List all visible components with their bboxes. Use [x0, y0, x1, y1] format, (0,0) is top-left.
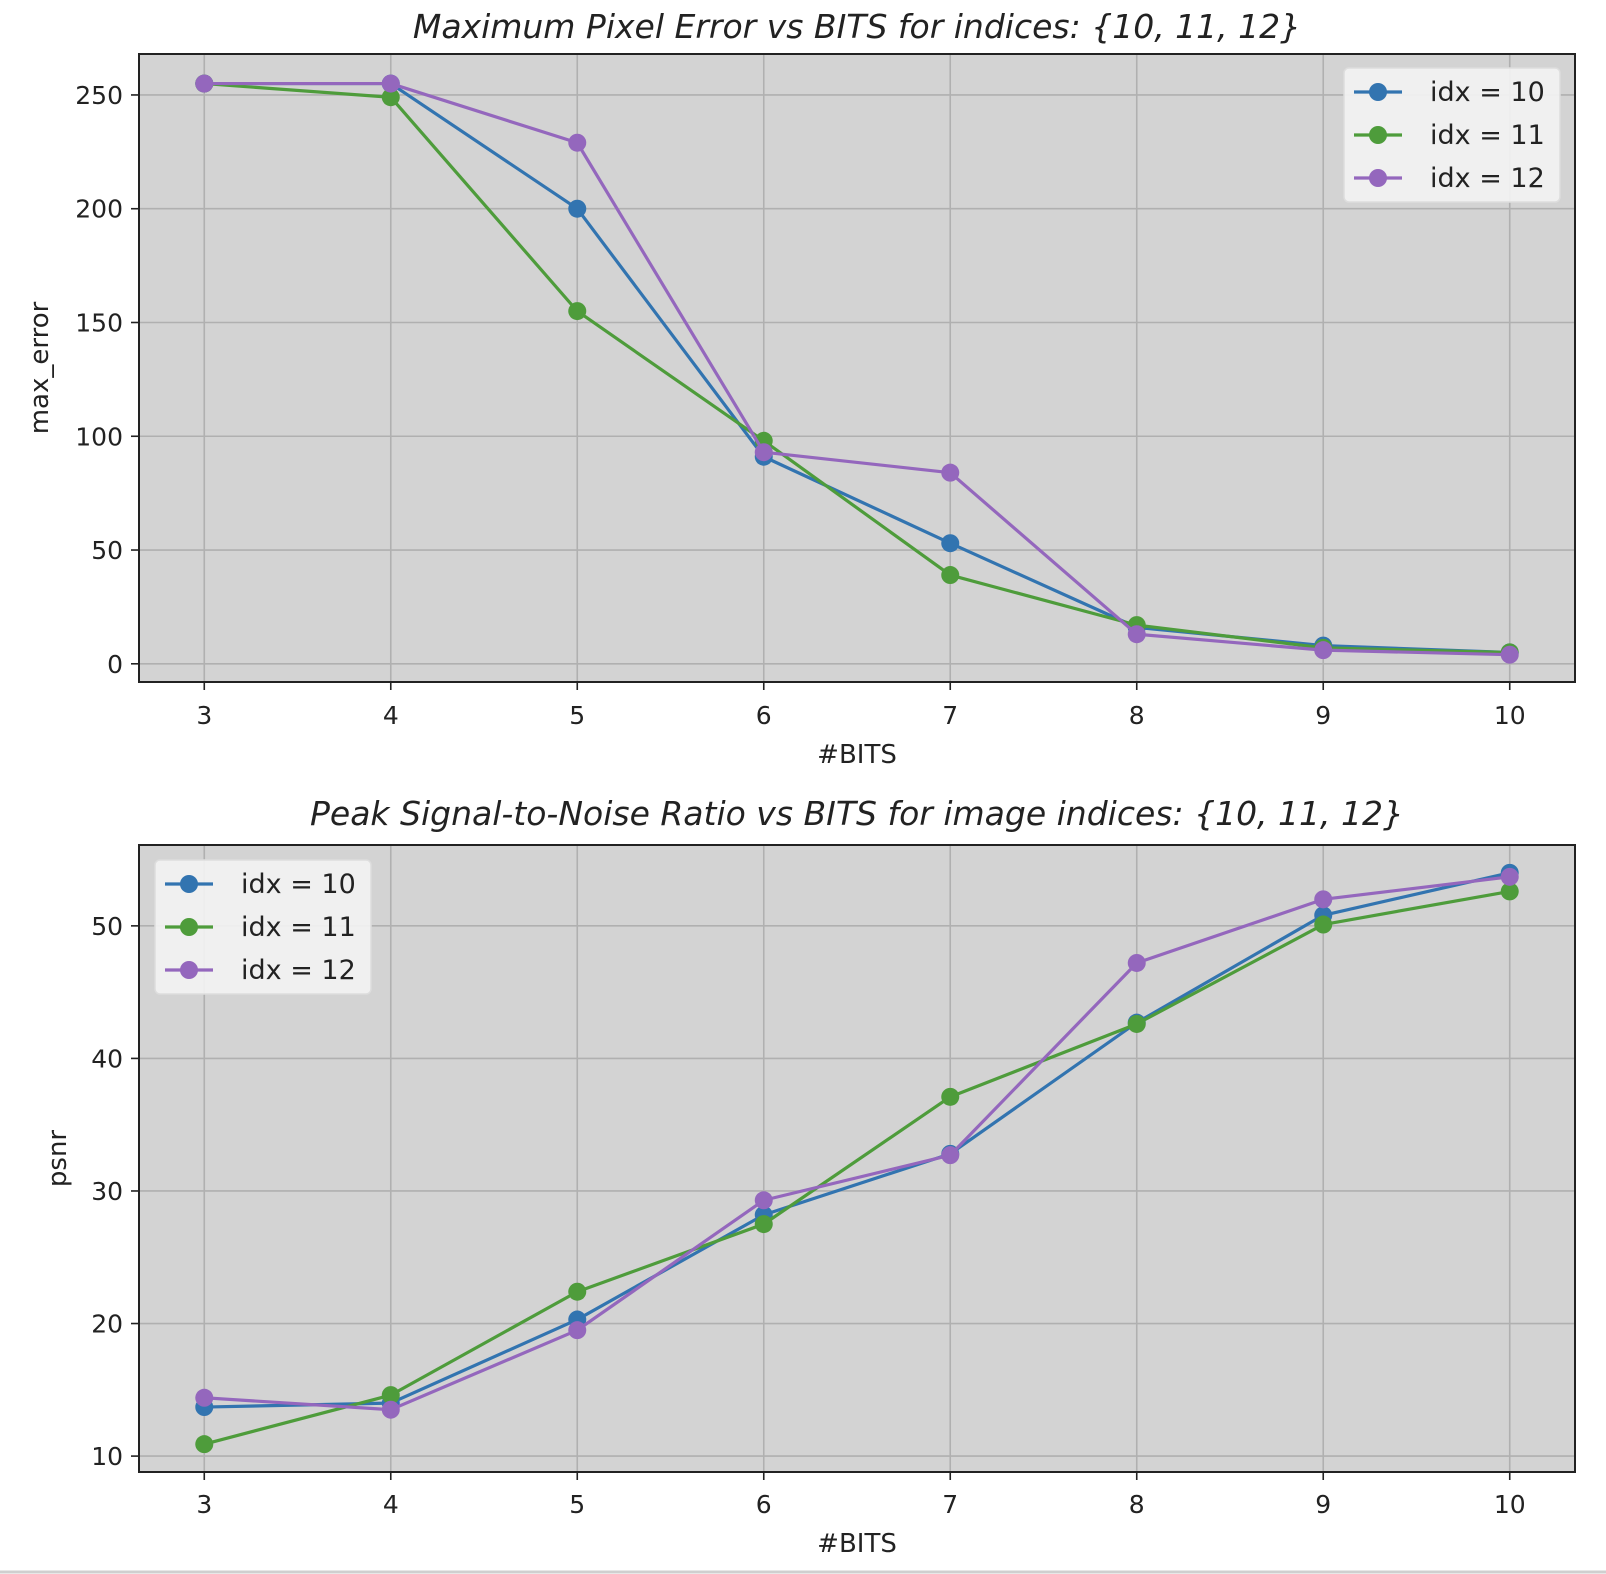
- data-point: [195, 1435, 214, 1454]
- plot-area: [139, 54, 1575, 682]
- series-line-2: [204, 875, 1510, 1412]
- data-point: [381, 88, 400, 107]
- legend-marker: [1369, 169, 1387, 187]
- y-tick-label: 100: [75, 422, 123, 451]
- data-point: [568, 199, 587, 218]
- data-point: [941, 463, 960, 482]
- data-point: [1127, 953, 1146, 972]
- data-point: [941, 1146, 960, 1165]
- legend-label: idx = 12: [241, 955, 356, 986]
- data-point: [1127, 625, 1146, 644]
- x-tick-label: 9: [1315, 701, 1331, 730]
- data-point: [941, 566, 960, 585]
- data-point: [1500, 882, 1519, 901]
- x-tick-label: 6: [756, 1490, 772, 1519]
- legend-marker: [180, 918, 198, 936]
- data-point: [754, 1191, 773, 1210]
- y-tick-label: 0: [107, 650, 123, 679]
- legend-box: [1343, 67, 1561, 203]
- legend: idx = 10 idx = 11 idx = 12: [1343, 67, 1561, 203]
- legend-marker: [180, 875, 198, 893]
- data-point: [1127, 1014, 1146, 1033]
- y-tick-label: 10: [91, 1442, 123, 1471]
- y-tick-label: 200: [75, 195, 123, 224]
- x-tick-label: 8: [1129, 701, 1145, 730]
- data-point: [568, 1321, 587, 1340]
- data-point: [754, 443, 773, 462]
- series-line-0: [204, 871, 1511, 1409]
- x-tick-label: 7: [942, 1490, 958, 1519]
- data-point: [941, 1087, 960, 1106]
- data-point: [1500, 645, 1519, 664]
- x-tick-label: 9: [1315, 1490, 1331, 1519]
- data-point: [568, 302, 587, 321]
- data-point: [1314, 641, 1333, 660]
- data-point: [941, 534, 960, 553]
- y-tick-label: 50: [91, 536, 123, 565]
- plot-area: [139, 845, 1575, 1472]
- series-line-1: [204, 81, 1510, 655]
- y-tick-label: 40: [91, 1044, 123, 1073]
- data-point: [1314, 890, 1333, 909]
- data-point: [195, 74, 214, 93]
- data-point: [1314, 915, 1333, 934]
- x-tick-label: 10: [1494, 701, 1526, 730]
- y-axis-label: psnr: [43, 1130, 73, 1188]
- x-tick-label: 10: [1494, 1490, 1526, 1519]
- data-point: [195, 1388, 214, 1407]
- data-point: [568, 1282, 587, 1301]
- legend-marker: [1369, 126, 1387, 144]
- data-point: [381, 1386, 400, 1405]
- legend-label: idx = 10: [241, 869, 356, 900]
- series-line-2: [204, 81, 1510, 657]
- x-tick-label: 4: [383, 1490, 399, 1519]
- x-tick-label: 8: [1129, 1490, 1145, 1519]
- axes-frame: [138, 844, 1576, 1473]
- legend-label: idx = 11: [241, 912, 356, 943]
- legend-box: [154, 859, 372, 995]
- data-point: [381, 1400, 400, 1419]
- legend: idx = 10 idx = 11 idx = 12: [154, 859, 372, 995]
- x-axis-label: #BITS: [817, 1529, 897, 1559]
- x-tick-label: 7: [942, 701, 958, 730]
- x-tick-label: 3: [196, 1490, 212, 1519]
- series-line-1: [203, 889, 1511, 1446]
- y-tick-label: 150: [75, 308, 123, 337]
- x-tick-label: 5: [569, 701, 585, 730]
- y-tick-label: 20: [91, 1310, 123, 1339]
- y-tick-label: 250: [75, 81, 123, 110]
- y-tick-label: 30: [91, 1177, 123, 1206]
- x-tick-label: 3: [196, 701, 212, 730]
- psnr-chart: 3 4 5 6 7 8 9 10 10 20 30 40 50 Peak Signal-to-Noise …: [43, 794, 1576, 1559]
- x-tick-label: 6: [756, 701, 772, 730]
- data-point: [568, 133, 587, 152]
- legend-label: idx = 10: [1430, 77, 1545, 108]
- chart-title: Maximum Pixel Error vs BITS for indices:…: [413, 7, 1301, 46]
- axes-frame: [138, 53, 1576, 683]
- legend-marker: [1369, 83, 1387, 101]
- legend-label: idx = 11: [1430, 120, 1545, 151]
- data-point: [754, 1215, 773, 1234]
- x-tick-label: 5: [569, 1490, 585, 1519]
- data-point: [1500, 867, 1519, 886]
- y-tick-label: 50: [91, 912, 123, 941]
- chart-title: Peak Signal-to-Noise Ratio vs BITS for i…: [310, 794, 1404, 833]
- x-axis-label: #BITS: [817, 740, 897, 770]
- data-point: [381, 74, 400, 93]
- legend-label: idx = 12: [1430, 163, 1545, 194]
- x-tick-label: 4: [383, 701, 399, 730]
- legend-marker: [180, 961, 198, 979]
- y-axis-label: max_error: [25, 301, 55, 434]
